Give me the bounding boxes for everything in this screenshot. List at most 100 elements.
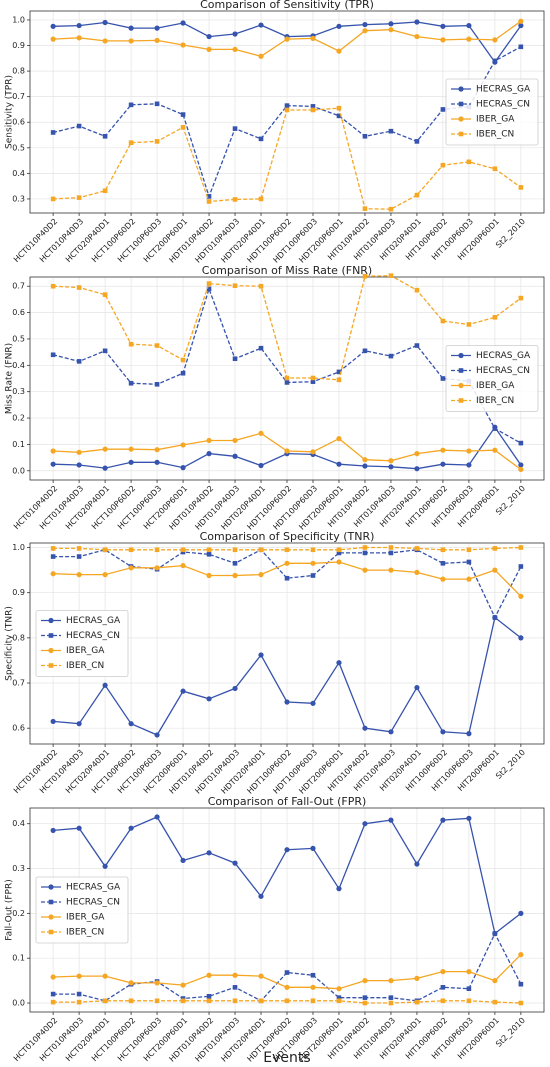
marker bbox=[310, 107, 316, 113]
marker bbox=[76, 546, 82, 551]
marker bbox=[232, 283, 238, 288]
marker bbox=[466, 576, 472, 582]
marker bbox=[310, 35, 316, 41]
marker bbox=[466, 36, 472, 42]
marker bbox=[284, 575, 290, 581]
marker bbox=[466, 559, 472, 565]
marker bbox=[154, 814, 160, 820]
marker bbox=[232, 685, 238, 692]
marker bbox=[232, 197, 238, 202]
marker bbox=[414, 999, 420, 1005]
x-tick-label: HCT010P40D2 bbox=[12, 748, 59, 795]
marker bbox=[466, 815, 472, 821]
y-tick-label: 0.6 bbox=[12, 118, 25, 127]
plot-frame bbox=[29, 10, 545, 214]
marker bbox=[232, 31, 238, 37]
marker bbox=[466, 969, 472, 975]
legend-box bbox=[445, 345, 539, 412]
marker bbox=[336, 436, 342, 442]
legend-marker bbox=[48, 647, 54, 654]
marker bbox=[232, 972, 238, 978]
marker bbox=[362, 545, 368, 550]
marker bbox=[102, 547, 108, 553]
legend-label: IBER_GA bbox=[66, 646, 105, 656]
marker bbox=[180, 370, 186, 376]
marker bbox=[518, 462, 524, 468]
marker bbox=[518, 545, 524, 550]
legend-marker bbox=[458, 352, 464, 359]
marker bbox=[388, 978, 394, 984]
marker bbox=[180, 857, 186, 864]
marker bbox=[128, 38, 134, 44]
marker bbox=[284, 380, 290, 385]
marker bbox=[492, 426, 498, 431]
marker bbox=[310, 379, 316, 384]
marker bbox=[232, 985, 238, 990]
marker bbox=[102, 572, 108, 578]
marker bbox=[232, 998, 238, 1004]
y-tick-label: 1.0 bbox=[12, 15, 25, 24]
marker bbox=[128, 25, 134, 31]
marker bbox=[284, 36, 290, 42]
marker bbox=[76, 123, 82, 129]
legend-label: IBER_GA bbox=[66, 913, 105, 923]
marker bbox=[388, 729, 394, 735]
marker bbox=[492, 615, 498, 620]
legend-label: IBER_CN bbox=[66, 661, 104, 671]
marker bbox=[50, 827, 56, 834]
marker bbox=[206, 281, 212, 286]
marker bbox=[180, 982, 186, 988]
marker bbox=[388, 567, 394, 573]
marker bbox=[102, 465, 108, 471]
plot-frame bbox=[29, 542, 545, 745]
marker bbox=[336, 48, 342, 54]
marker bbox=[310, 560, 316, 566]
marker bbox=[232, 453, 238, 459]
marker bbox=[336, 986, 342, 992]
marker bbox=[232, 46, 238, 52]
legend-marker bbox=[48, 884, 54, 890]
marker bbox=[388, 545, 394, 550]
marker bbox=[518, 440, 524, 446]
marker bbox=[466, 986, 472, 991]
marker bbox=[362, 725, 368, 731]
marker bbox=[206, 994, 212, 999]
y-axis-label: Miss Rate (FNR) bbox=[5, 343, 15, 414]
legend-label: IBER_GA bbox=[476, 115, 515, 125]
y-tick-label: 0.4 bbox=[12, 169, 25, 178]
marker bbox=[440, 998, 446, 1004]
marker bbox=[206, 547, 212, 553]
marker bbox=[102, 133, 108, 139]
marker bbox=[414, 33, 420, 40]
marker bbox=[258, 136, 264, 142]
marker bbox=[492, 931, 498, 936]
y-tick-label: 0.5 bbox=[12, 334, 25, 343]
y-tick-label: 0.3 bbox=[12, 864, 25, 873]
marker bbox=[518, 44, 524, 50]
marker bbox=[102, 998, 108, 1004]
marker bbox=[362, 995, 368, 1000]
marker bbox=[76, 359, 82, 364]
marker bbox=[102, 863, 108, 869]
marker bbox=[414, 192, 420, 198]
marker bbox=[518, 466, 524, 473]
marker bbox=[128, 998, 134, 1004]
legend-marker bbox=[48, 914, 54, 920]
marker bbox=[388, 1000, 394, 1006]
marker bbox=[518, 22, 524, 29]
marker bbox=[76, 825, 82, 831]
y-tick-label: 0.2 bbox=[12, 414, 25, 423]
plot-frame bbox=[29, 807, 545, 1013]
legend: HECRAS_GA HECRAS_CN IBER_GA IBER_CN bbox=[445, 345, 539, 412]
marker bbox=[258, 973, 264, 979]
marker bbox=[440, 107, 446, 112]
marker bbox=[154, 343, 160, 348]
marker bbox=[180, 125, 186, 130]
marker bbox=[362, 567, 368, 573]
marker bbox=[518, 1000, 524, 1006]
marker bbox=[518, 18, 524, 24]
marker bbox=[50, 130, 56, 135]
y-tick-label: 0.6 bbox=[12, 308, 25, 317]
marker bbox=[154, 980, 160, 986]
